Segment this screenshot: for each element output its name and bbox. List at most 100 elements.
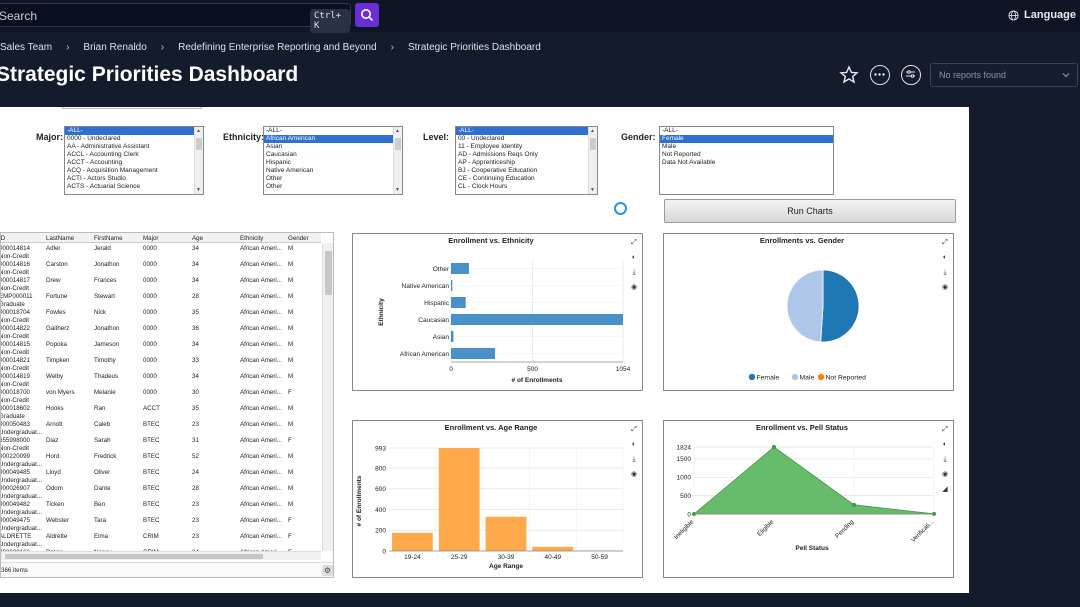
table-row[interactable]: 000018700 von Myers Melanie 0000 30 African A…	[1, 389, 321, 405]
run-charts-button[interactable]: Run Charts	[664, 199, 956, 223]
scrollbar-thumb[interactable]	[196, 138, 202, 150]
download-icon[interactable]: ⤓	[632, 269, 636, 276]
contrast-icon[interactable]: ◐	[631, 254, 637, 261]
level-option[interactable]: AP - Apprenticeship	[458, 159, 515, 166]
ethnicity-option[interactable]: -ALL-	[266, 127, 282, 134]
listbox-scrollbar[interactable]: ▲ ▼	[194, 127, 203, 194]
level-option[interactable]: CE - Continuing Education	[458, 175, 535, 182]
ethnicity-option[interactable]: Hispanic	[266, 159, 291, 166]
column-header-firstname[interactable]: FirstName	[94, 235, 123, 242]
scrollbar-thumb[interactable]	[590, 138, 596, 150]
eye-icon[interactable]: ◉	[630, 471, 638, 478]
major-option[interactable]: ACQ - Acquisition Management	[67, 167, 158, 174]
scroll-up-icon[interactable]: ▲	[395, 128, 400, 134]
contrast-icon[interactable]: ◐	[942, 254, 948, 261]
table-row[interactable]: ALDRETTE Aldrette Elma CRIM 23 African Ameri.…	[1, 533, 321, 549]
eye-icon[interactable]: ◉	[630, 284, 638, 291]
expand-icon[interactable]: ⤢	[631, 239, 637, 246]
language-button[interactable]: Language	[1008, 9, 1076, 21]
gender-option[interactable]: Not Reported	[662, 151, 701, 158]
table-row[interactable]: 000014815 Popoka Jameson 0000 34 African Amer…	[1, 341, 321, 357]
reports-dropdown[interactable]: No reports found	[930, 63, 1078, 87]
scroll-down-icon[interactable]: ▼	[196, 187, 201, 193]
breadcrumb-item-project[interactable]: Redefining Enterprise Reporting and Beyo…	[178, 42, 377, 53]
major-listbox[interactable]: -ALL- 0000 - Undeclared AA - Administrativ…	[64, 126, 204, 195]
download-icon[interactable]: ⤓	[943, 269, 947, 276]
level-option[interactable]: CL - Clock Hours	[458, 183, 508, 190]
level-option[interactable]: 11 - Employee Identity	[458, 143, 523, 150]
scroll-up-icon[interactable]: ▲	[196, 128, 201, 134]
column-header-gender[interactable]: Gender	[288, 235, 309, 242]
ethnicity-option[interactable]: Other	[266, 175, 283, 182]
area-chart-icon[interactable]: ◢	[942, 486, 948, 493]
search-input[interactable]: Search Ctrl+ K	[0, 3, 351, 33]
eye-icon[interactable]: ◉	[941, 284, 949, 291]
column-header-age[interactable]: Age	[192, 235, 204, 242]
gear-icon[interactable]: ⚙	[322, 565, 333, 576]
table-row[interactable]: 000028166 Baker Nancy CRIM 34 African Ameri..…	[1, 549, 321, 551]
level-option[interactable]: BJ - Cooperative Education	[458, 167, 538, 174]
table-row[interactable]: 000018602 Hooks Ran ACCT 35 African Ameri... M…	[1, 405, 321, 421]
table-row[interactable]: 000026907 Odom Dante BTEC 28 African Ameri...…	[1, 485, 321, 501]
gender-option[interactable]: Data Not Available	[662, 159, 716, 166]
table-row[interactable]: 000014822 Gaitherz Jonathon 0000 36 African A…	[1, 325, 321, 341]
ethnicity-option[interactable]: Asian	[266, 143, 283, 150]
breadcrumb-item-sales-team[interactable]: Sales Team	[0, 42, 53, 53]
scrollbar-thumb[interactable]	[395, 138, 401, 150]
download-icon[interactable]: ⤓	[943, 456, 947, 463]
major-option[interactable]: ACTI - Actors Studio	[67, 175, 126, 182]
column-header-lastname[interactable]: LastName	[46, 235, 75, 242]
table-row[interactable]: 000014814 Adler Jerald 0000 34 African Ameri.…	[1, 245, 321, 261]
listbox-scrollbar[interactable]: ▲ ▼	[393, 127, 402, 194]
scroll-down-icon[interactable]: ▼	[395, 187, 400, 193]
major-option[interactable]: 0000 - Undeclared	[67, 135, 121, 142]
table-horizontal-scrollbar[interactable]	[1, 551, 321, 560]
gender-option[interactable]: -ALL-	[662, 127, 678, 134]
ethnicity-listbox[interactable]: -ALL- African American Asian Caucasian Hispa…	[263, 126, 403, 195]
gender-listbox[interactable]: -ALL- Female Male Not Reported Data Not Avai…	[659, 126, 834, 195]
level-listbox[interactable]: -ALL- 00 - Undeclared 11 - Employee Identi…	[455, 126, 598, 195]
gender-option[interactable]: Male	[662, 143, 677, 150]
level-option[interactable]: -ALL-	[456, 127, 597, 135]
column-header-major[interactable]: Major	[143, 235, 159, 242]
table-row[interactable]: 000014821 Timpken Timothy 0000 33 African Ame…	[1, 357, 321, 373]
expand-icon[interactable]: ⤢	[942, 426, 948, 433]
major-option[interactable]: ACCL - Accounting Clerk	[67, 151, 139, 158]
star-icon[interactable]	[839, 65, 859, 85]
scroll-down-icon[interactable]: ▼	[590, 187, 595, 193]
level-option[interactable]: 00 - Undeclared	[458, 135, 505, 142]
major-option[interactable]: AA - Administrative Assistant	[67, 143, 150, 150]
table-row[interactable]: 000014817 Drew Frances 0000 34 African Ameri.…	[1, 277, 321, 293]
major-option[interactable]: -ALL-	[65, 127, 203, 135]
breadcrumb-item-user[interactable]: Brian Renaldo	[83, 42, 147, 53]
table-row[interactable]: 000018704 Fowles Nick 0000 35 African Ameri..…	[1, 309, 321, 325]
scroll-up-icon[interactable]: ▲	[590, 128, 595, 134]
column-header-ethnicity[interactable]: Ethnicity	[240, 235, 264, 242]
table-row[interactable]: 000014816 Carston Jonathon 0000 34 African Am…	[1, 261, 321, 277]
table-row[interactable]: 000049475 Webster Tara BTEC 23 African Ameri.…	[1, 517, 321, 533]
table-row[interactable]: 000050483 Arnott Caleb BTEC 23 African Ameri.…	[1, 421, 321, 437]
scrollbar-thumb[interactable]	[5, 554, 263, 559]
ethnicity-option[interactable]: African American	[264, 135, 402, 143]
table-row[interactable]: 000049485 Lloyd Oliver BTEC 24 African Ameri.…	[1, 469, 321, 485]
expand-icon[interactable]: ⤢	[942, 239, 948, 246]
expand-icon[interactable]: ⤢	[631, 426, 637, 433]
table-row[interactable]: 000014819 Welby Thadeus 0000 34 African Ameri…	[1, 373, 321, 389]
table-row[interactable]: 655998000 Diaz Sarah BTEC 31 African Ameri...…	[1, 437, 321, 453]
major-option[interactable]: ACCT - Accounting	[67, 159, 123, 166]
table-row[interactable]: 000049482 Ticken Ben BTEC 23 African Ameri...…	[1, 501, 321, 517]
table-row[interactable]: 000220099 Hord Fredrick BTEC 52 African Ameri…	[1, 453, 321, 469]
ethnicity-option[interactable]: Native American	[266, 167, 314, 174]
download-icon[interactable]: ⤓	[632, 456, 636, 463]
contrast-icon[interactable]: ◐	[942, 441, 948, 448]
listbox-scrollbar[interactable]: ▲ ▼	[588, 127, 597, 194]
contrast-icon[interactable]: ◐	[631, 441, 637, 448]
search-button[interactable]	[355, 3, 379, 27]
ethnicity-option[interactable]: Caucasian	[266, 151, 297, 158]
table-vertical-scrollbar[interactable]	[322, 243, 333, 551]
filter-settings-button[interactable]	[901, 65, 921, 85]
gender-option[interactable]: Female	[660, 135, 833, 143]
column-header-id[interactable]: ID	[0, 235, 6, 242]
major-option[interactable]: ACTS - Actuarial Science	[67, 183, 140, 190]
scrollbar-thumb[interactable]	[325, 251, 332, 295]
